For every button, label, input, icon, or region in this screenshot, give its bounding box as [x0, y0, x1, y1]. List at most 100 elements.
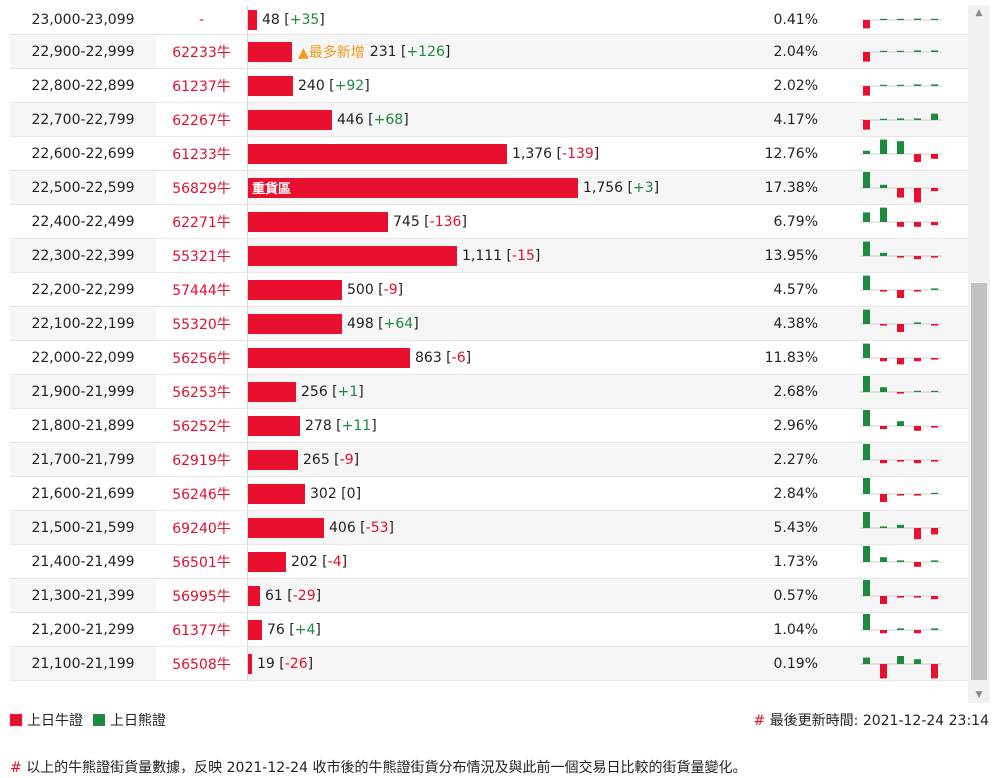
volume-bar — [248, 381, 296, 402]
sparkline-bar — [914, 459, 921, 463]
sparkline-bar — [880, 459, 887, 463]
hash-marker: # — [753, 713, 766, 729]
sparkline-svg — [860, 477, 942, 502]
sparkline-svg — [860, 309, 942, 332]
sparkline-svg — [860, 139, 942, 162]
legend-bear-label: 上日熊證 — [110, 713, 166, 729]
sparkline-svg — [860, 18, 942, 28]
volume-value: 76 [+4] — [267, 621, 321, 638]
volume-value: 240 [+92] — [298, 77, 370, 94]
scroll-up-arrow-icon[interactable]: ▲ — [975, 8, 983, 18]
sparkline-bar — [880, 556, 887, 562]
volume-number: 278 — [305, 417, 332, 434]
warrant-code-link[interactable]: - — [156, 5, 247, 34]
warrant-code-link[interactable]: 62267牛 — [156, 103, 247, 136]
street-volume-table: 23,000-23,099 -48 [+35] 0.41% 22,900-22,999… — [10, 5, 968, 703]
last-updated-text: 最後更新時間: 2021-12-24 23:14 — [769, 713, 989, 729]
volume-bar — [248, 347, 410, 368]
volume-bar — [248, 75, 293, 96]
scroll-down-arrow-icon[interactable]: ▼ — [975, 690, 983, 700]
table-row: 21,600-21,699 56246牛 302 [0] 2.84% — [10, 477, 968, 511]
price-range: 22,300-22,399 — [31, 247, 135, 264]
price-range: 23,000-23,099 — [31, 11, 135, 28]
sparkline-bar — [880, 629, 887, 633]
volume-number: 302 — [310, 485, 337, 502]
change-sparkline — [852, 69, 944, 102]
volume-change: -136 — [429, 213, 462, 230]
price-range: 21,800-21,899 — [31, 417, 135, 434]
sparkline-bar — [897, 140, 904, 154]
sparkline-bar — [880, 663, 887, 678]
volume-number: 1,756 — [583, 179, 624, 196]
warrant-code-link[interactable]: 56256牛 — [156, 341, 247, 374]
warrant-code-link[interactable]: 57444牛 — [156, 273, 247, 306]
sparkline-bar — [931, 287, 938, 290]
volume-bar — [248, 483, 305, 504]
sparkline-bar — [931, 357, 938, 360]
volume-change: +35 — [289, 11, 320, 28]
warrant-code-link[interactable]: 61237牛 — [156, 69, 247, 102]
sparkline-bar — [931, 627, 938, 630]
warrant-code-link[interactable]: 56829牛 — [156, 171, 247, 204]
warrant-code-link[interactable]: 56252牛 — [156, 409, 247, 442]
volume-bar — [248, 211, 388, 232]
volume-value: 500 [-9] — [347, 281, 404, 298]
warrant-code-link[interactable]: 56246牛 — [156, 477, 247, 510]
sparkline-bar — [897, 221, 904, 227]
warrant-code-link[interactable]: 62233牛 — [156, 35, 247, 68]
warrant-code-link[interactable]: 69240牛 — [156, 511, 247, 544]
sparkline-bar — [880, 289, 887, 292]
vertical-scrollbar[interactable]: ▲ ▼ — [968, 5, 990, 703]
sparkline-bar — [914, 83, 921, 86]
warrant-code-link[interactable]: 61377牛 — [156, 613, 247, 646]
volume-change: +1 — [337, 383, 359, 400]
volume-change: -139 — [562, 145, 594, 162]
bear-swatch-icon — [93, 714, 105, 726]
volume-change: -26 — [284, 655, 308, 672]
volume-bar: 重貨區 — [248, 177, 578, 198]
sparkline-svg — [860, 579, 942, 604]
sparkline-bar — [931, 527, 938, 534]
volume-change: +3 — [633, 179, 654, 196]
sparkline-bar — [863, 343, 870, 358]
warrant-code-link[interactable]: 56508牛 — [156, 647, 247, 680]
price-range: 22,000-22,099 — [31, 349, 135, 366]
sparkline-bar — [880, 50, 887, 52]
warrant-code-link[interactable]: 56501牛 — [156, 545, 247, 578]
share-percent: 2.96% — [773, 417, 818, 434]
sparkline-bar — [863, 51, 870, 62]
share-percent: 4.17% — [773, 111, 818, 128]
warrant-code-link[interactable]: 62271牛 — [156, 205, 247, 238]
sparkline-bar — [914, 561, 921, 567]
warrant-code-link[interactable]: 55320牛 — [156, 307, 247, 340]
volume-change: -4 — [327, 553, 342, 570]
volume-bar-cell: 256 [+1] — [248, 375, 758, 408]
sparkline-bar — [914, 425, 921, 431]
warrant-code-link[interactable]: 56995牛 — [156, 579, 247, 612]
sparkline-bar — [863, 477, 870, 494]
change-sparkline — [852, 205, 944, 238]
sparkline-svg — [860, 511, 942, 539]
share-percent: 4.38% — [773, 315, 818, 332]
warrant-code-link[interactable]: 56253牛 — [156, 375, 247, 408]
table-row: 22,500-22,599 56829牛 重貨區 1,756 [+3] 17.38% — [10, 171, 968, 205]
table-row: 21,100-21,199 56508牛 19 [-26] 0.19% — [10, 647, 968, 681]
sparkline-bar — [880, 357, 887, 361]
sparkline-bar — [931, 153, 938, 159]
sparkline-bar — [863, 85, 870, 96]
share-percent: 0.41% — [773, 11, 818, 28]
warrant-code-link[interactable]: 61233牛 — [156, 137, 247, 170]
sparkline-bar — [914, 289, 921, 292]
column-divider — [247, 205, 248, 238]
volume-number: 446 — [337, 111, 364, 128]
table-row: 21,200-21,299 61377牛 76 [+4] 1.04% — [10, 613, 968, 647]
volume-bar — [248, 9, 257, 30]
sparkline-bar — [914, 493, 921, 496]
sparkline-svg — [860, 241, 942, 259]
volume-value: 1,756 [+3] — [583, 179, 660, 196]
scroll-thumb[interactable] — [971, 283, 987, 680]
volume-value: 498 [+64] — [347, 315, 419, 332]
warrant-code-link[interactable]: 62919牛 — [156, 443, 247, 476]
warrant-code-link[interactable]: 55321牛 — [156, 239, 247, 272]
table-row: 21,700-21,799 62919牛 265 [-9] 2.27% — [10, 443, 968, 477]
